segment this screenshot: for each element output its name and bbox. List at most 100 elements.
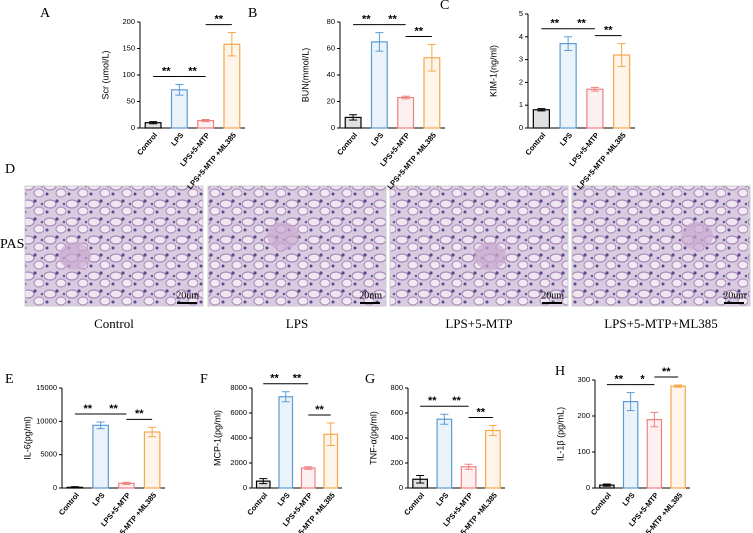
bar xyxy=(278,396,294,489)
y-tick-label: 300 xyxy=(577,375,590,384)
significance-label: ** xyxy=(162,65,171,77)
error-bar xyxy=(440,413,449,425)
y-axis-label: IL-1β (pg/mL) xyxy=(555,407,565,461)
micrograph xyxy=(24,185,204,307)
y-tick-label: 100 xyxy=(577,447,590,456)
error-bar xyxy=(617,43,626,67)
panel-label: E xyxy=(5,372,14,387)
significance-label: ** xyxy=(604,25,613,37)
y-tick-label: 0 xyxy=(399,483,403,492)
panel-label: B xyxy=(248,6,257,21)
significance-label: ** xyxy=(315,404,324,416)
y-tick-label: 400 xyxy=(390,433,403,442)
x-tick-label: Control xyxy=(335,131,359,157)
y-tick-label: 0 xyxy=(243,483,247,492)
error-bar xyxy=(227,32,236,57)
significance-label: ** xyxy=(428,395,437,407)
error-bar xyxy=(401,95,410,100)
y-tick-label: 20 xyxy=(327,96,335,105)
error-bar xyxy=(281,391,290,403)
image-label: LPS+5-MTP xyxy=(445,316,512,331)
panel-label: F xyxy=(200,372,208,387)
x-tick-label: LPS xyxy=(90,491,106,508)
error-bar xyxy=(326,422,335,446)
significance-label: ** xyxy=(577,18,586,30)
significance-label: ** xyxy=(550,18,559,30)
error-bar xyxy=(590,86,599,92)
y-tick-label: 2000 xyxy=(230,458,247,467)
y-tick-label: 40 xyxy=(327,70,335,79)
y-tick-label: 200 xyxy=(390,458,403,467)
micrograph xyxy=(571,185,751,307)
scale-label: 20um xyxy=(541,290,564,301)
scale-label: 20um xyxy=(723,290,746,301)
x-tick-label: LPS+5-MTP +ML385 xyxy=(385,131,438,191)
error-bar xyxy=(96,421,105,430)
y-tick-label: 4000 xyxy=(230,433,247,442)
y-tick-label: 0 xyxy=(586,483,590,492)
bar xyxy=(532,109,550,129)
histology-panel: D PAS 20um Control 20um LPS 20um LPS+5-MTP 20um L… xyxy=(0,162,751,331)
significance-label: ** xyxy=(614,374,623,386)
x-tick-label: LPS+5-MTP +ML385 xyxy=(575,131,628,191)
significance-label: ** xyxy=(662,366,671,378)
y-tick-label: 80 xyxy=(327,17,335,26)
bar xyxy=(559,43,577,129)
panel-label: D xyxy=(5,162,15,177)
bar xyxy=(92,424,109,489)
bar xyxy=(370,41,388,129)
glomerulus xyxy=(681,222,713,250)
significance-label: ** xyxy=(270,373,279,385)
significance-label: ** xyxy=(452,395,461,407)
x-tick-label: LPS xyxy=(276,491,292,508)
y-axis-label: TNF-α(pg/ml) xyxy=(368,411,378,465)
error-bar xyxy=(259,478,268,485)
significance-label: ** xyxy=(135,408,144,420)
x-tick-label: LPS xyxy=(434,491,450,508)
y-tick-label: 100 xyxy=(122,70,135,79)
panel-label: A xyxy=(40,6,51,21)
x-tick-label: Control xyxy=(523,131,547,157)
significance-label: * xyxy=(640,374,645,386)
y-axis-label: IL-6(pg/ml) xyxy=(22,416,32,460)
y-axis-label: BUN(mmol/L) xyxy=(300,48,310,103)
error-bar xyxy=(464,463,473,470)
image-label: Control xyxy=(94,316,134,331)
x-tick-label: Control xyxy=(135,131,159,157)
error-bar xyxy=(175,84,184,96)
significance-label: ** xyxy=(293,373,302,385)
y-axis-label: MCP-1(pg/ml) xyxy=(212,410,222,466)
glomerulus xyxy=(267,222,299,250)
y-tick-label: 50 xyxy=(127,96,135,105)
x-tick-label: Control xyxy=(245,491,269,517)
panel-label: H xyxy=(555,364,565,379)
error-bar xyxy=(70,486,79,489)
bar xyxy=(436,418,453,489)
x-tick-label: Control xyxy=(402,491,426,517)
y-tick-label: 4 xyxy=(519,32,523,41)
scale-label: 20um xyxy=(359,290,382,301)
y-tick-label: 0 xyxy=(131,123,135,132)
y-tick-label: 10000 xyxy=(36,416,57,425)
error-bar xyxy=(148,426,157,438)
y-tick-label: 5 xyxy=(519,9,523,18)
significance-label: ** xyxy=(214,14,223,26)
y-tick-label: 6000 xyxy=(230,408,247,417)
error-bar xyxy=(416,475,425,484)
y-tick-label: 1 xyxy=(519,100,523,109)
scale-label: 20um xyxy=(176,290,199,301)
image-label: LPS xyxy=(286,316,308,331)
error-bar xyxy=(427,44,436,72)
error-bar xyxy=(626,392,635,412)
y-tick-label: 200 xyxy=(122,17,135,26)
y-tick-label: 0 xyxy=(331,123,335,132)
y-axis-label: KIM-1(ng/ml) xyxy=(488,45,498,97)
error-bar xyxy=(650,411,659,428)
x-tick-label: LPS xyxy=(369,131,385,148)
y-tick-label: 800 xyxy=(390,383,403,392)
stain-label: PAS xyxy=(0,237,24,252)
y-tick-label: 150 xyxy=(122,43,135,52)
significance-label: ** xyxy=(109,403,118,415)
glomerulus xyxy=(474,242,506,270)
